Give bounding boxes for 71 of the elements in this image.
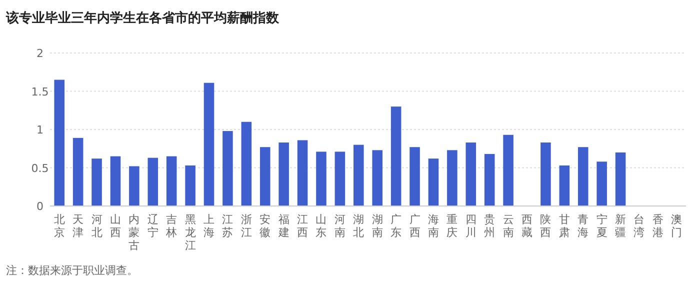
x-tick-label: 河北 [91, 213, 102, 239]
x-tick-label: 山西 [110, 213, 121, 239]
bar [484, 154, 495, 206]
x-tick-label: 湖北 [353, 213, 364, 239]
x-tick-label: 吉林 [165, 213, 178, 239]
bar [297, 140, 308, 206]
y-tick-label: 2 [36, 47, 44, 60]
x-tick-label: 澳门 [671, 213, 682, 239]
x-tick-label: 江苏 [222, 213, 234, 239]
x-tick-label: 青海 [578, 213, 589, 239]
bar [278, 142, 289, 206]
bar [185, 165, 196, 206]
bar [503, 134, 514, 206]
x-tick-label: 宁夏 [596, 213, 608, 239]
bar [354, 144, 364, 206]
bar [447, 150, 458, 206]
bar [596, 162, 607, 206]
bar [540, 142, 551, 206]
bar [578, 147, 588, 206]
bar [54, 80, 64, 206]
y-tick-label: 0 [36, 200, 44, 213]
bar [428, 158, 439, 206]
x-tick-label: 江西 [297, 213, 308, 239]
x-tick-label: 内蒙古 [128, 213, 140, 252]
bar [372, 150, 382, 206]
bar [148, 158, 158, 206]
bar [92, 158, 102, 206]
x-tick-label: 辽宁 [147, 213, 158, 239]
x-tick-label: 甘肃 [558, 213, 570, 239]
y-tick-label: 1.5 [31, 85, 49, 98]
bar [615, 152, 626, 206]
x-tick-label: 河南 [334, 213, 346, 239]
bar [129, 166, 140, 206]
bar [410, 147, 420, 206]
y-tick-label: 0.5 [31, 162, 49, 175]
bar [110, 156, 121, 206]
bar [260, 147, 270, 206]
bar [204, 82, 214, 206]
x-tick-label: 广西 [409, 213, 420, 239]
x-tick-label: 香港 [652, 213, 664, 239]
bar [466, 142, 476, 206]
chart-title: 该专业毕业三年内学生在各省市的平均薪酬指数 [5, 10, 280, 26]
x-tick-label: 陕西 [540, 213, 552, 239]
bar [166, 156, 177, 206]
bar [222, 131, 233, 206]
x-tick-label: 黑龙江 [184, 213, 196, 252]
x-tick-label: 四川 [465, 213, 476, 239]
x-tick-label: 重庆 [446, 213, 458, 239]
x-tick-label: 福建 [277, 213, 290, 239]
x-tick-label: 海南 [428, 213, 439, 239]
bar [316, 152, 326, 206]
x-tick-label: 山东 [316, 213, 327, 239]
x-tick-label: 湖南 [372, 213, 383, 239]
bar [559, 165, 570, 206]
x-tick-label: 天津 [72, 213, 84, 239]
y-tick-label: 1 [36, 124, 44, 136]
x-tick-label: 台湾 [634, 213, 645, 239]
x-tick-label: 上海 [204, 213, 214, 239]
x-tick-label: 西藏 [522, 213, 532, 239]
x-tick-label: 广东 [390, 213, 402, 239]
bar [241, 122, 252, 206]
x-tick-label: 新疆 [615, 213, 626, 239]
x-tick-label: 浙江 [240, 213, 252, 239]
x-tick-label: 安徽 [260, 213, 271, 239]
x-tick-label: 贵州 [484, 213, 496, 239]
bar [72, 138, 84, 206]
x-tick-label: 云南 [502, 213, 514, 239]
bar [390, 106, 402, 206]
x-tick-label: 北京 [54, 213, 65, 239]
text: 注：数据来源于职业调查。 [6, 264, 138, 277]
bar [334, 152, 346, 206]
